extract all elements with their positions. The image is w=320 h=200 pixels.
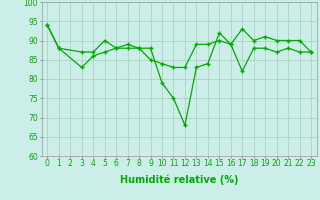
X-axis label: Humidité relative (%): Humidité relative (%) [120, 174, 238, 185]
